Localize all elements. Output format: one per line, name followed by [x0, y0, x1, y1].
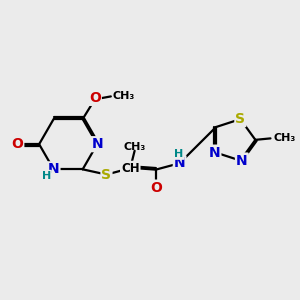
- Text: CH: CH: [121, 162, 140, 175]
- Text: H: H: [174, 149, 184, 159]
- Text: S: S: [101, 168, 112, 182]
- Text: O: O: [89, 91, 101, 105]
- Text: CH₃: CH₃: [273, 134, 296, 143]
- Text: N: N: [48, 162, 59, 176]
- Text: O: O: [150, 181, 162, 195]
- Text: CH₃: CH₃: [124, 142, 146, 152]
- Text: O: O: [11, 137, 23, 151]
- Text: S: S: [235, 112, 245, 126]
- Text: N: N: [209, 146, 220, 160]
- Text: N: N: [174, 156, 185, 170]
- Text: N: N: [92, 137, 103, 151]
- Text: N: N: [236, 154, 248, 167]
- Text: CH₃: CH₃: [113, 91, 135, 101]
- Text: H: H: [42, 171, 51, 181]
